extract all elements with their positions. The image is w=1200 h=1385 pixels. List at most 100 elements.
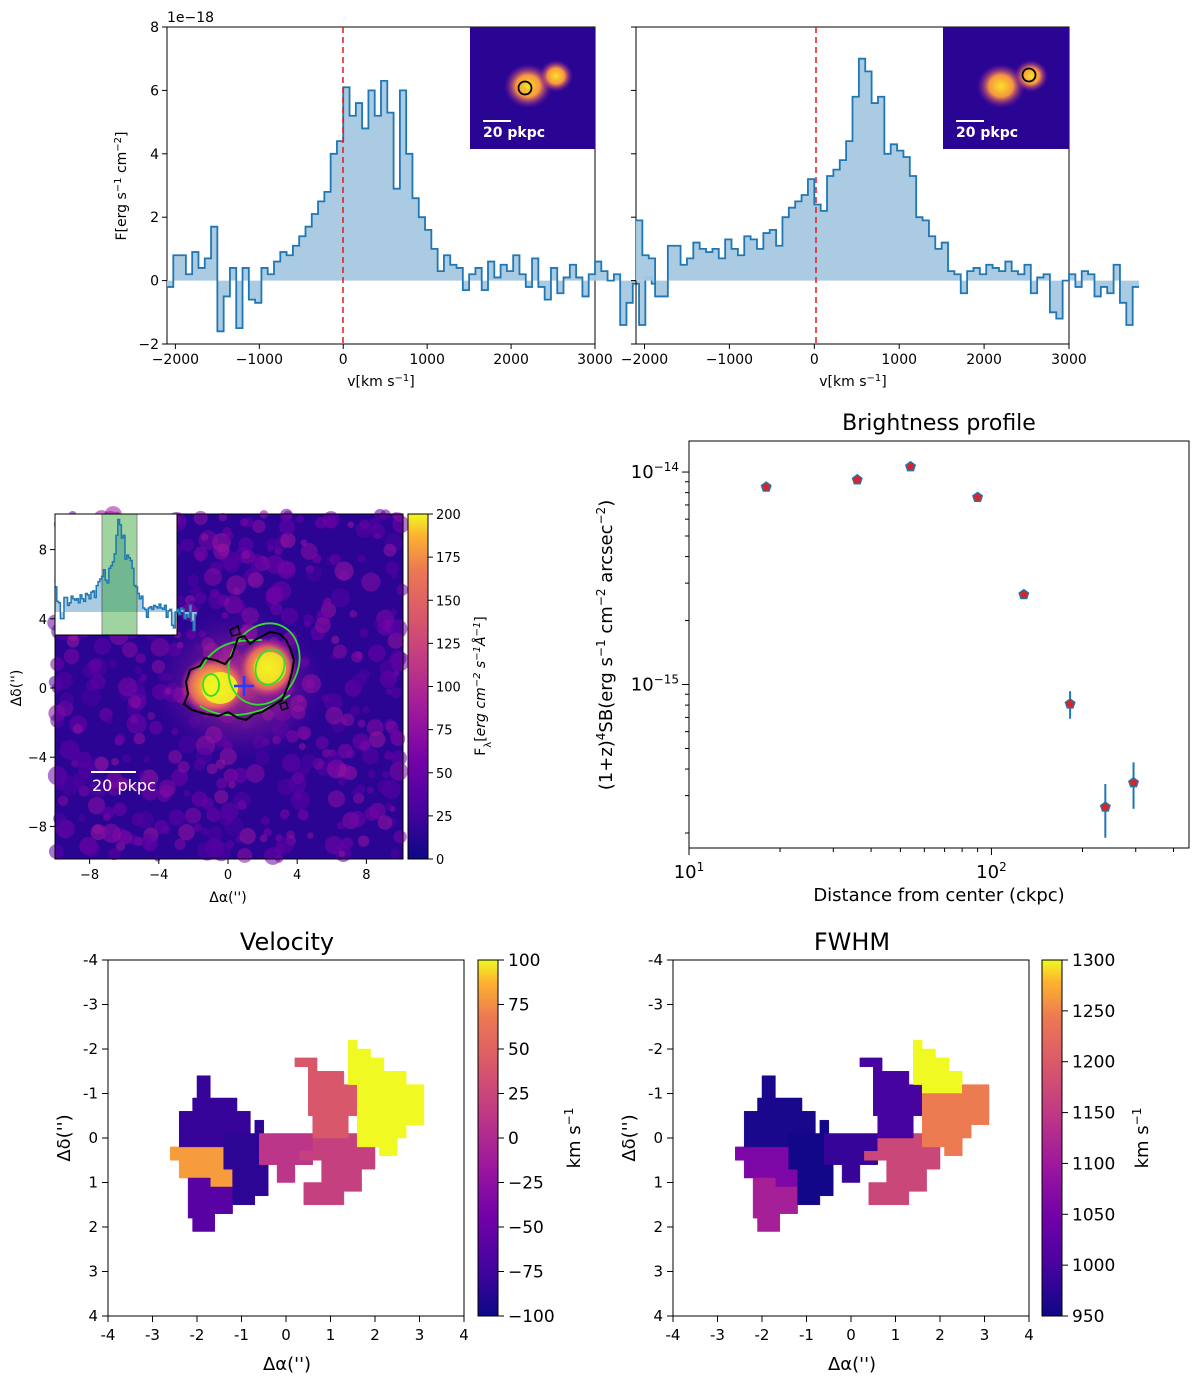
narrowband-xlabel: Δα('') xyxy=(209,890,246,906)
noise-speckle xyxy=(147,712,156,720)
noise-speckle xyxy=(218,513,227,522)
x-tick-label: 3 xyxy=(415,1326,425,1344)
noise-speckle xyxy=(267,544,275,552)
green-contour-right xyxy=(254,648,286,686)
noise-speckle xyxy=(143,755,150,763)
noise-speckle xyxy=(247,572,264,589)
noise-speckle xyxy=(312,554,322,564)
noise-speckle xyxy=(321,600,330,609)
noise-speckle xyxy=(370,523,386,539)
colorbar-tick-label: 950 xyxy=(1072,1307,1104,1327)
noise-speckle xyxy=(270,602,283,616)
noise-speckle xyxy=(226,840,235,849)
noise-speckle xyxy=(177,760,190,773)
map-region xyxy=(294,1057,358,1139)
velocity-title: Velocity xyxy=(240,928,334,956)
y-tick-label: 0 xyxy=(150,274,159,290)
noise-speckle xyxy=(327,790,346,808)
noise-speckle xyxy=(279,811,289,821)
x-tick-label: -3 xyxy=(145,1326,160,1344)
noise-speckle xyxy=(200,533,209,541)
map-region xyxy=(752,1177,798,1232)
x-tick-label: -2 xyxy=(190,1326,205,1344)
noise-speckle xyxy=(315,736,329,750)
y-tick-label: -3 xyxy=(648,996,663,1014)
noise-speckle xyxy=(383,543,397,557)
noise-speckle xyxy=(122,753,132,763)
noise-speckle xyxy=(357,719,366,728)
x-tick-label: 2 xyxy=(935,1326,945,1344)
y-tick-label: 0 xyxy=(88,1129,98,1147)
noise-speckle xyxy=(314,516,327,529)
noise-speckle xyxy=(213,543,230,560)
x-tick-label: 0 xyxy=(281,1326,291,1344)
noise-speckle xyxy=(191,791,208,807)
x-tick-label: 4 xyxy=(293,868,301,883)
noise-speckle xyxy=(357,554,366,563)
noise-speckle xyxy=(183,790,191,797)
noise-speckle xyxy=(116,777,130,791)
map-region xyxy=(788,1119,834,1206)
narrowband-image-ticks: −8 −4 0 4 8 −8 −4 0 4 8 xyxy=(28,544,371,883)
colorbar-tick-label: 25 xyxy=(508,1085,530,1105)
x-tick-label: −8 xyxy=(80,868,99,883)
noise-speckle xyxy=(385,560,400,575)
x-tick-label: -1 xyxy=(799,1326,814,1344)
y-tick-label: -1 xyxy=(648,1085,663,1103)
data-point xyxy=(1064,698,1076,709)
velocity-regions xyxy=(170,1039,425,1232)
x-tick-label: 1000 xyxy=(409,352,445,368)
x-tick-label: 8 xyxy=(362,868,370,883)
x-tick-label: -4 xyxy=(666,1326,681,1344)
noise-speckle xyxy=(390,687,402,699)
y-tick-label: -2 xyxy=(83,1040,98,1058)
noise-speckle xyxy=(111,757,119,766)
noise-speckle xyxy=(306,565,323,582)
y-tick-label: 2 xyxy=(150,210,159,226)
noise-speckle xyxy=(352,673,367,688)
spectrum-2-inset-image: 20 pkpc xyxy=(943,27,1069,149)
noise-speckle xyxy=(280,532,296,548)
y-tick-label: 4 xyxy=(88,1307,98,1325)
noise-speckle xyxy=(389,729,403,743)
noise-speckle xyxy=(118,677,138,697)
noise-speckle xyxy=(207,826,223,842)
noise-speckle xyxy=(239,827,256,845)
colorbar-tick-label: 1150 xyxy=(1072,1104,1115,1124)
y-tick-label: -2 xyxy=(648,1040,663,1058)
noise-speckle xyxy=(223,556,241,573)
noise-speckle xyxy=(226,575,247,596)
noise-speckle xyxy=(149,720,163,735)
noise-speckle xyxy=(384,802,393,810)
y-tick-label: 0 xyxy=(653,1129,663,1147)
colorbar-tick-label: 75 xyxy=(436,724,453,739)
noise-speckle xyxy=(47,766,68,786)
noise-speckle xyxy=(379,671,397,689)
noise-speckle xyxy=(377,779,393,795)
noise-speckle xyxy=(349,610,357,618)
noise-speckle xyxy=(327,762,341,776)
brightness-ylabel: (1+z)4SB(erg s−1 cm−2 arcsec−2) xyxy=(594,500,617,790)
noise-speckle xyxy=(178,823,195,841)
noise-speckle xyxy=(94,756,109,771)
noise-speckle xyxy=(277,561,296,579)
noise-speckle xyxy=(237,848,253,863)
spectrum-panel-2: −2000 −1000 0 1000 2000 3000 20 pkpc v[km s−1… xyxy=(621,26,1140,390)
spectrum-panel-1: −2000 −1000 0 1000 2000 3000 −2 0 2 4 6 8 20 pkpc 1… xyxy=(113,10,658,390)
noise-speckle xyxy=(141,834,159,851)
noise-speckle xyxy=(374,508,386,521)
noise-speckle xyxy=(357,835,370,847)
velocity-colorbar-ticks: −100 −75 −50 −25 0 25 50 75 100 xyxy=(498,951,555,1327)
narrowband-ylabel: Δδ('') xyxy=(9,670,25,707)
spectrum-2-fill xyxy=(636,58,1140,325)
velocity-ticks: -4 -4 -3 -3 -2 -2 -1 -1 0 0 1 1 2 2 3 3 4 4 xyxy=(83,951,469,1344)
data-point xyxy=(905,460,917,472)
noise-speckle xyxy=(115,734,125,745)
noise-speckle xyxy=(53,812,67,826)
noise-speckle xyxy=(63,648,80,664)
center-cross-marker xyxy=(234,676,254,696)
noise-speckle xyxy=(229,593,236,601)
noise-speckle xyxy=(141,783,159,801)
y-tick-label: -4 xyxy=(83,951,98,969)
